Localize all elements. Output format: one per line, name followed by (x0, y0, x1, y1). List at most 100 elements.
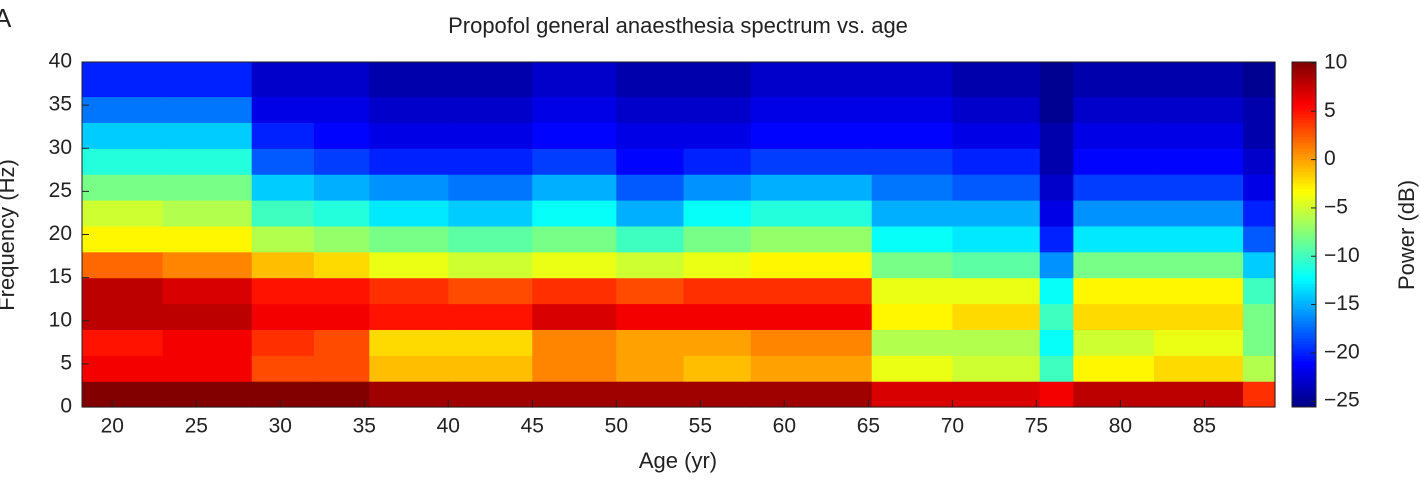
heat-cell (162, 200, 253, 227)
heat-cell (952, 148, 1041, 175)
x-tick-label: 80 (1109, 415, 1132, 438)
colorbar-segment (1292, 300, 1316, 304)
colorbar-segment (1292, 122, 1316, 126)
heat-cell (952, 200, 1041, 227)
heat-cell (1154, 251, 1244, 279)
heat-cell (871, 329, 953, 356)
heat-cell (448, 251, 533, 279)
heat-cell (162, 62, 253, 98)
heat-cell (532, 329, 617, 356)
colorbar-tick-label: −15 (1324, 292, 1360, 315)
heat-cell (251, 251, 315, 279)
colorbar-segment (1292, 363, 1316, 368)
colorbar-segment (1292, 349, 1316, 353)
colorbar-segment (1292, 317, 1316, 322)
heat-cell (871, 200, 953, 227)
colorbar-segment (1292, 214, 1316, 218)
heat-cell (1073, 303, 1155, 330)
chart-title: Propofol general anaesthesia spectrum vs… (448, 13, 908, 38)
colorbar-segment (1292, 369, 1316, 373)
heat-cell (616, 200, 685, 227)
colorbar-segment (1292, 286, 1316, 290)
colorbar-segment (1292, 289, 1316, 293)
heat-cell (1073, 251, 1155, 279)
colorbar-segment (1292, 174, 1316, 178)
heat-cell (448, 329, 533, 356)
heat-cell (1039, 122, 1074, 149)
heat-cell (82, 355, 164, 382)
colorbar-tick-label: −10 (1324, 244, 1360, 267)
heat-cell (952, 277, 1041, 305)
colorbar-segment (1292, 179, 1316, 184)
heat-cell (251, 303, 315, 330)
heat-cell (532, 200, 617, 227)
heat-cell (82, 200, 164, 227)
heat-cell (871, 277, 953, 305)
heat-cell (1073, 381, 1155, 408)
heat-cell (750, 355, 873, 382)
heat-cell (313, 277, 370, 305)
heat-cell (313, 62, 370, 98)
heat-cell (1073, 122, 1155, 149)
heat-cell (313, 355, 370, 382)
heat-cell (532, 251, 617, 279)
heat-cell (532, 62, 617, 98)
colorbar-segment (1292, 200, 1316, 204)
heat-cell (448, 148, 533, 175)
colorbar-segment (1292, 128, 1316, 132)
heat-cell (532, 225, 617, 253)
heat-cell (1039, 96, 1074, 123)
colorbar-segment (1292, 352, 1316, 356)
colorbar-segment (1292, 165, 1316, 169)
heat-cell (1154, 96, 1244, 123)
heat-cell (952, 355, 1041, 382)
heat-cell (251, 277, 315, 305)
colorbar-segment (1292, 194, 1316, 198)
heat-cell (82, 329, 164, 356)
colorbar-segment (1292, 340, 1316, 345)
heat-cell (82, 277, 164, 305)
heat-cell (1039, 381, 1074, 408)
heat-cell (369, 122, 449, 149)
colorbar-segment (1292, 329, 1316, 333)
colorbar-segment (1292, 355, 1316, 359)
heat-cell (82, 148, 164, 175)
heat-cell (683, 96, 752, 123)
heat-cell (1039, 355, 1074, 382)
colorbar-segment (1292, 246, 1316, 250)
heat-cell (871, 303, 953, 330)
heat-cell (1039, 200, 1074, 227)
heat-cell (82, 174, 164, 201)
heat-cell (162, 277, 253, 305)
colorbar-segment (1292, 237, 1316, 241)
x-axis-label: Age (yr) (639, 448, 717, 473)
colorbar-segment (1292, 90, 1316, 95)
heat-cell (251, 329, 315, 356)
heat-cell (683, 277, 752, 305)
colorbar-segment (1292, 125, 1316, 129)
heat-cell (82, 303, 164, 330)
heat-cell (1073, 174, 1155, 201)
heat-cell (1154, 381, 1244, 408)
colorbar-segment (1292, 251, 1316, 256)
colorbar-segment (1292, 113, 1316, 118)
heat-cell (162, 329, 253, 356)
heat-cell (1243, 329, 1276, 356)
heat-cell (871, 251, 953, 279)
colorbar-segment (1292, 217, 1316, 221)
heat-cell (952, 381, 1041, 408)
heat-cell (532, 381, 617, 408)
heat-cell (369, 148, 449, 175)
heat-cell (251, 96, 315, 123)
colorbar-segment (1292, 96, 1316, 100)
colorbar-segment (1292, 188, 1316, 192)
heat-cell (162, 225, 253, 253)
colorbar-segment (1292, 277, 1316, 281)
colorbar-segment (1292, 85, 1316, 89)
colorbar-segment (1292, 234, 1316, 238)
colorbar-segment (1292, 99, 1316, 103)
heat-cell (532, 355, 617, 382)
heat-cell (82, 251, 164, 279)
colorbar-segment (1292, 401, 1316, 405)
x-tick-label: 35 (353, 415, 376, 438)
